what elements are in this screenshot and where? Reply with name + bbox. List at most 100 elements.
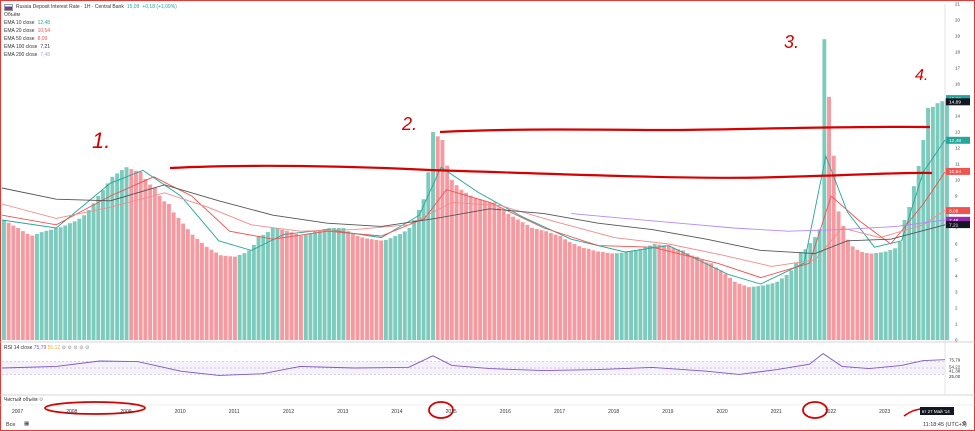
x-tick-label: 2009 [120,409,131,415]
rate-bar [732,281,737,340]
ema-legend-item: EMA 200 close 7,48 [4,51,177,59]
rate-bars [2,39,949,341]
rate-bar [695,256,699,340]
circle-2022 [802,401,828,419]
circle-2008-2010 [44,401,146,415]
rate-bar [398,234,402,340]
date-badge [920,407,954,415]
rate-bar [223,255,228,340]
rate-bar [515,219,520,340]
calendar-icon[interactable]: ▦ [24,421,30,427]
y-tick-label: 4 [955,274,958,279]
ema-legend-item: EMA 100 close 7,21 [4,43,177,51]
rate-bar [39,232,44,340]
rate-bar [431,132,435,340]
rate-bar [72,221,77,340]
rate-bar [638,248,643,340]
y-tick-label: 6 [955,242,958,247]
rate-bar [233,256,237,340]
rsi-axis-tick: 75,79 [949,358,961,363]
rate-bar [907,207,912,340]
rate-bar [553,234,558,340]
price-badge [946,207,970,215]
y-tick-label: 19 [955,34,961,39]
rate-bar [756,286,761,340]
y-tick-label: 1 [955,322,958,327]
rate-bar [464,192,468,340]
rate-bar [171,212,176,340]
annotation-label: 4. [915,67,928,84]
rate-bar [346,231,351,340]
x-tick-label: 2011 [229,409,240,415]
circle-2015 [428,401,454,419]
rate-bar [605,252,610,340]
rate-bar [110,176,115,340]
rate-bar [855,249,860,340]
rate-bar [412,220,417,340]
last-price: 15,09 [126,4,140,10]
rate-bar [299,235,303,340]
rate-bar [841,225,846,340]
y-tick-label: 21 [955,2,961,7]
ema-legend-item: EMA 10 close 12,48 [4,19,177,27]
x-tick-label: 2018 [608,409,619,415]
rate-bar [266,232,270,340]
rate-bar [49,229,53,340]
rate-bar [770,283,775,340]
ema-legend-value: 12,48 [37,20,51,26]
rate-bar [82,215,87,340]
rate-bar [624,252,629,340]
rate-bar [775,281,780,340]
rate-bar [25,233,30,340]
settings-gear-icon[interactable]: ⚙ [962,421,967,427]
rsi-settings-icon[interactable]: ⚙ ⚙ ⚙ ⚙ ⚙ [61,345,90,351]
rate-bar [167,204,171,340]
rate-bar [374,240,379,340]
net-volume-settings-icon[interactable]: ⚙ [38,397,44,403]
rate-bar [204,246,209,340]
rate-bar [685,253,690,340]
y-tick-label: 20 [955,18,961,23]
range-all-button[interactable]: Все [6,422,16,428]
rate-bar [393,236,398,340]
rate-bar [426,172,431,340]
rsi-axis-tick: 54,22 [949,364,961,369]
rate-bar [520,222,525,340]
rate-bar [643,247,648,340]
rate-bar [416,210,421,340]
ema-line [1,139,946,285]
rate-bar [275,228,280,340]
y-tick-label: 18 [955,50,961,55]
rsi-line [1,353,946,376]
rate-bar [935,103,940,340]
rate-bar [780,278,784,340]
rate-bar [629,251,633,340]
rate-bar [798,252,803,340]
rate-bar [817,229,822,340]
title-row: Russia Deposit Interest Rate · 1H · Cent… [4,3,177,11]
ema-legend-value: 8,09 [37,36,48,42]
rate-bar [20,231,25,340]
rate-bar [487,201,492,340]
rsi-value: 75,79 [33,345,47,351]
rate-bar [86,210,91,340]
price-badge-label: 14,89 [949,100,961,106]
rate-bar [214,252,219,340]
x-tick-label: 2022 [825,409,836,415]
y-tick-label: 12 [955,146,961,151]
rsi-legend: RSI 14 close 75,79 55,12 ⚙ ⚙ ⚙ ⚙ ⚙ [4,345,90,351]
ema-legend-list: EMA 10 close 12,48 EMA 20 close 10,54 EMA 50… [4,19,177,59]
ema-legend-value: 10,54 [37,28,51,34]
annotation-markers: 1. 2. 3. 4. [44,32,933,419]
y-tick-label: 5 [955,258,958,263]
rate-bar [879,252,883,340]
rate-bar [162,201,167,340]
clock-time: 11:18:45 (UTC+3) [923,422,967,428]
price-badge-label: 8,09 [949,208,959,214]
rate-bar [176,218,181,340]
rate-bar [336,228,341,340]
rate-bar [101,190,105,340]
price-badge [946,98,970,106]
rate-bar [468,195,473,340]
